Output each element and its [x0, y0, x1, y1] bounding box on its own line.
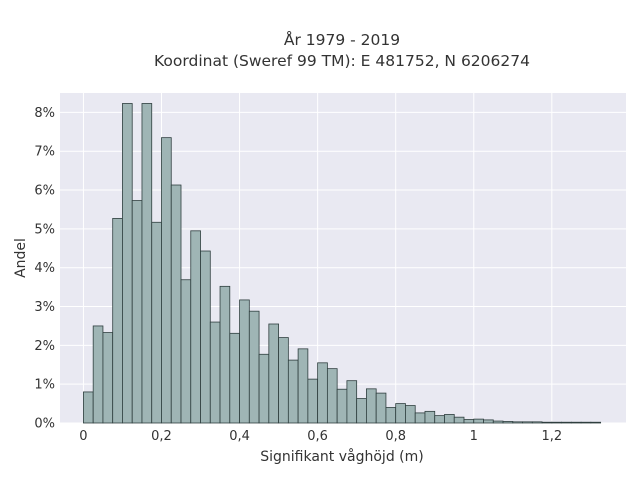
y-tick-label: 2% [34, 339, 55, 354]
y-tick-label: 0% [34, 417, 55, 432]
histogram-bar [346, 380, 358, 424]
histogram-bar [161, 137, 172, 424]
x-tick-label: 0,2 [151, 429, 172, 444]
y-tick-label: 8% [34, 106, 55, 121]
histogram-bar [561, 421, 572, 424]
histogram-bar [395, 403, 406, 424]
histogram-bar [297, 348, 309, 424]
chart-title-line-2: Koordinat (Sweref 99 TM): E 481752, N 62… [154, 52, 530, 70]
x-tick-label: 0,6 [307, 429, 328, 444]
histogram-bar [122, 103, 133, 424]
histogram-bar [268, 323, 279, 424]
y-tick-label: 1% [34, 378, 55, 393]
histogram-bar [287, 359, 299, 424]
histogram-bar [219, 285, 231, 424]
x-tick-label: 0 [79, 429, 87, 444]
chart-title-line-1: År 1979 - 2019 [284, 30, 400, 49]
histogram-bar [112, 217, 123, 424]
histogram-bar [531, 421, 543, 424]
histogram-bar [453, 416, 465, 424]
x-tick-label: 0,4 [229, 429, 250, 444]
histogram-bar [434, 415, 445, 424]
histogram-bar [551, 421, 562, 424]
histogram-bar [209, 321, 221, 424]
histogram-bar [590, 421, 602, 424]
histogram-bar [502, 421, 514, 424]
y-tick-labels: 0% 1% 2% 3% 4% 5% 6% 7% 8% [34, 106, 55, 432]
histogram-bar [92, 325, 104, 424]
histogram-bar [414, 412, 426, 424]
histogram-bar [258, 353, 270, 424]
histogram-bar [239, 299, 250, 424]
x-tick-labels: 0 0,2 0,4 0,6 0,8 1 1,2 [79, 429, 562, 444]
histogram-bar [541, 421, 553, 424]
histogram-bar [405, 405, 416, 424]
x-axis-title: Signifikant våghöjd (m) [260, 448, 423, 465]
histogram-bar [131, 200, 143, 424]
y-tick-label: 7% [34, 145, 55, 160]
histogram-bar [278, 337, 289, 424]
histogram-bar [366, 388, 377, 424]
histogram-bar [444, 414, 455, 424]
histogram-bar [170, 184, 182, 424]
y-tick-label: 5% [34, 222, 55, 237]
y-axis-title: Andel [13, 238, 29, 278]
histogram-bar [102, 332, 114, 424]
histogram-bar [463, 419, 475, 424]
histogram-bar [180, 279, 192, 424]
histogram-bar [190, 230, 201, 424]
histogram-bar [336, 388, 348, 424]
x-tick-label: 1,2 [541, 429, 562, 444]
histogram-bar [492, 420, 504, 424]
histogram-bar [151, 221, 162, 424]
histogram-bar [326, 368, 338, 424]
histogram-bar [580, 421, 592, 424]
y-tick-label: 3% [34, 300, 55, 315]
histogram-bar [200, 250, 211, 424]
histogram-bar [512, 421, 523, 424]
x-tick-label: 1 [470, 429, 478, 444]
histogram-bar [83, 391, 94, 424]
x-tick-label: 0,8 [385, 429, 406, 444]
histogram-bar [141, 103, 153, 424]
histogram-bar [317, 362, 328, 424]
histogram-bar [483, 419, 494, 424]
y-tick-label: 6% [34, 184, 55, 199]
histogram-bar [356, 398, 367, 424]
histogram-bar [522, 421, 533, 424]
histogram-bar [424, 410, 436, 424]
histogram-bar [473, 418, 484, 424]
histogram-bar [375, 392, 387, 424]
histogram-bar [570, 421, 582, 424]
y-tick-label: 4% [34, 261, 55, 276]
histogram-bar [385, 407, 397, 424]
histogram-bar [229, 332, 240, 424]
histogram-bar [307, 378, 319, 424]
histogram-bar [248, 310, 260, 424]
histogram-bars [83, 103, 602, 424]
